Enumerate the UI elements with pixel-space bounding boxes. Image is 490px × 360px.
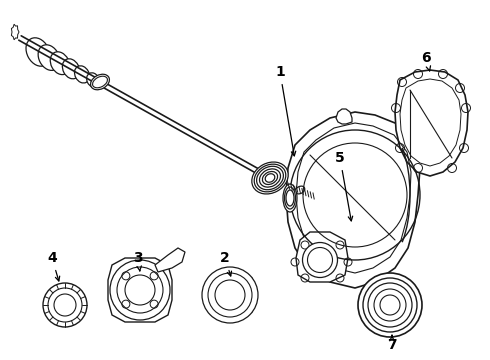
- Text: 4: 4: [47, 251, 60, 281]
- Circle shape: [110, 260, 170, 320]
- Polygon shape: [11, 24, 19, 40]
- Ellipse shape: [26, 38, 50, 66]
- Ellipse shape: [254, 164, 286, 192]
- Circle shape: [363, 278, 417, 332]
- Polygon shape: [155, 248, 185, 272]
- Ellipse shape: [252, 162, 288, 194]
- Circle shape: [117, 267, 163, 313]
- Text: 3: 3: [133, 251, 143, 271]
- Text: 7: 7: [387, 335, 397, 352]
- Ellipse shape: [87, 73, 99, 87]
- Ellipse shape: [62, 59, 79, 79]
- Circle shape: [54, 294, 76, 316]
- Ellipse shape: [265, 174, 275, 182]
- Ellipse shape: [302, 243, 338, 278]
- Circle shape: [48, 288, 82, 322]
- Circle shape: [380, 295, 400, 315]
- Ellipse shape: [257, 166, 283, 190]
- Circle shape: [208, 273, 252, 317]
- Text: 6: 6: [421, 51, 431, 71]
- Text: 1: 1: [275, 65, 296, 156]
- Ellipse shape: [260, 169, 280, 187]
- Circle shape: [43, 283, 87, 327]
- Circle shape: [368, 283, 412, 327]
- Ellipse shape: [286, 190, 294, 206]
- Ellipse shape: [263, 171, 278, 184]
- Polygon shape: [108, 258, 172, 322]
- Circle shape: [202, 267, 258, 323]
- Circle shape: [125, 275, 155, 305]
- Ellipse shape: [285, 187, 295, 209]
- Ellipse shape: [283, 184, 297, 212]
- Ellipse shape: [38, 45, 60, 71]
- Ellipse shape: [93, 76, 107, 88]
- Text: 5: 5: [335, 151, 353, 221]
- Polygon shape: [336, 109, 352, 124]
- Ellipse shape: [91, 74, 109, 90]
- Circle shape: [374, 289, 406, 321]
- Ellipse shape: [295, 186, 305, 194]
- Polygon shape: [206, 272, 256, 318]
- Ellipse shape: [50, 52, 70, 75]
- Polygon shape: [296, 232, 348, 282]
- Ellipse shape: [74, 66, 90, 83]
- Circle shape: [215, 280, 245, 310]
- Polygon shape: [395, 70, 468, 176]
- Text: 2: 2: [220, 251, 231, 276]
- Polygon shape: [286, 112, 420, 288]
- Circle shape: [358, 273, 422, 337]
- Ellipse shape: [308, 248, 333, 273]
